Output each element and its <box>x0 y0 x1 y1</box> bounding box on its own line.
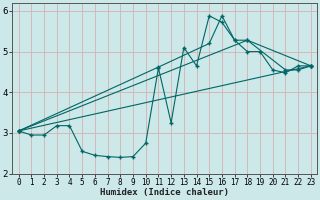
X-axis label: Humidex (Indice chaleur): Humidex (Indice chaleur) <box>100 188 229 197</box>
